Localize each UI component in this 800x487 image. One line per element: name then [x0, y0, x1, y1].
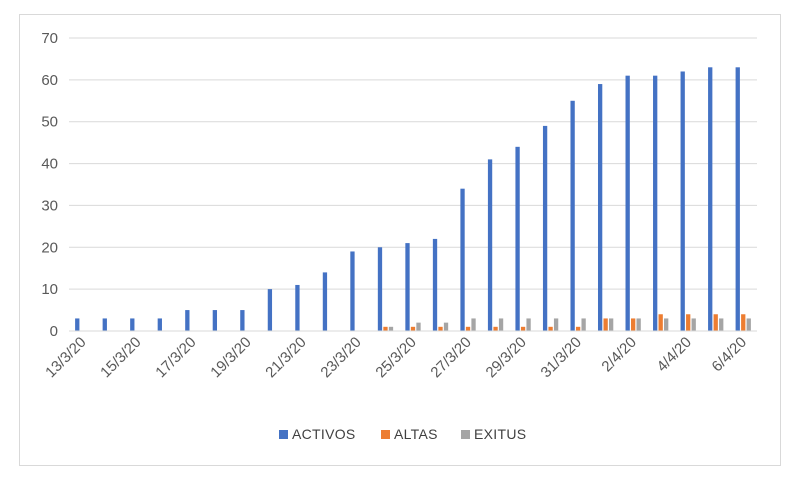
- bar-exitus: [526, 318, 531, 331]
- y-tick-label: 70: [41, 30, 58, 47]
- x-tick-label: 2/4/20: [598, 334, 640, 376]
- x-tick-label: 17/3/20: [152, 334, 199, 381]
- bar-altas: [410, 326, 416, 331]
- x-tick-label: 21/3/20: [262, 334, 309, 381]
- bar-activos: [515, 146, 520, 331]
- bar-altas: [631, 318, 636, 331]
- bars: [75, 67, 751, 332]
- bar-exitus: [691, 318, 696, 331]
- bar-exitus: [636, 318, 641, 331]
- y-tick-label: 10: [41, 281, 58, 298]
- bar-exitus: [443, 322, 449, 331]
- bar-chart: 0 10 20 30 40 50 60 70 13/3/20 15/3/20 17/3/20 19/…: [41, 30, 757, 442]
- bar-activos: [460, 188, 465, 331]
- bar-altas: [383, 326, 388, 331]
- bar-exitus: [498, 318, 504, 331]
- bar-activos: [350, 251, 355, 331]
- bar-activos: [75, 318, 80, 331]
- bar-activos: [185, 310, 190, 331]
- x-tick-label: 15/3/20: [97, 334, 144, 381]
- bar-exitus: [719, 318, 724, 331]
- x-tick-label: 29/3/20: [482, 334, 529, 381]
- bar-activos: [735, 67, 740, 332]
- bar-activos: [708, 67, 713, 332]
- bar-activos: [680, 71, 685, 331]
- bar-activos: [240, 310, 245, 331]
- bar-exitus: [746, 318, 751, 331]
- x-tick-label: 27/3/20: [427, 334, 474, 381]
- bar-activos: [597, 84, 603, 332]
- bar-altas: [493, 326, 498, 331]
- legend: ACTIVOS ALTAS EXITUS: [279, 426, 526, 442]
- bar-activos: [542, 125, 548, 332]
- bar-exitus: [608, 318, 614, 331]
- y-tick-label: 40: [41, 156, 58, 173]
- x-axis-ticks: 13/3/20 15/3/20 17/3/20 19/3/20 21/3/20 23/3/…: [42, 334, 750, 381]
- legend-swatch-altas: [381, 430, 390, 439]
- legend-label-activos: ACTIVOS: [292, 426, 356, 442]
- y-tick-label: 50: [41, 114, 58, 131]
- legend-swatch-activos: [279, 430, 288, 439]
- y-axis-ticks: 0 10 20 30 40 50 60 70: [41, 30, 58, 340]
- bar-altas: [603, 318, 608, 331]
- chart-frame: 0 10 20 30 40 50 60 70 13/3/20 15/3/20 17/3/20 19/…: [19, 14, 781, 466]
- bar-exitus: [581, 318, 586, 331]
- x-tick-label: 25/3/20: [372, 334, 419, 381]
- bar-activos: [322, 272, 328, 331]
- bar-activos: [653, 75, 658, 331]
- bar-altas: [575, 326, 581, 331]
- bar-altas: [465, 326, 471, 331]
- bar-activos: [432, 238, 438, 331]
- bar-exitus: [553, 318, 559, 331]
- bar-activos: [295, 284, 300, 331]
- bar-activos: [130, 318, 135, 331]
- bar-activos: [212, 310, 218, 331]
- gridlines: [69, 37, 757, 290]
- bar-exitus: [416, 322, 421, 331]
- bar-activos: [267, 289, 273, 331]
- x-tick-label: 6/4/20: [709, 334, 751, 376]
- bar-activos: [102, 318, 107, 331]
- bar-activos: [377, 247, 383, 331]
- y-tick-label: 0: [50, 323, 58, 340]
- x-tick-label: 19/3/20: [207, 334, 254, 381]
- bar-altas: [520, 326, 526, 331]
- bar-altas: [686, 314, 691, 331]
- y-tick-label: 60: [41, 72, 58, 89]
- y-tick-label: 20: [41, 239, 58, 256]
- bar-exitus: [664, 318, 669, 331]
- x-tick-label: 31/3/20: [538, 334, 585, 381]
- x-tick-label: 4/4/20: [654, 334, 696, 376]
- x-tick-label: 23/3/20: [317, 334, 364, 381]
- x-tick-label: 13/3/20: [42, 334, 89, 381]
- bar-altas: [713, 314, 718, 331]
- bar-altas: [658, 314, 663, 331]
- bar-activos: [405, 243, 410, 331]
- bar-altas: [741, 314, 746, 331]
- y-tick-label: 30: [41, 197, 58, 214]
- bar-activos: [487, 159, 493, 331]
- bar-exitus: [388, 326, 394, 331]
- bar-exitus: [471, 318, 476, 331]
- bar-altas: [438, 326, 443, 331]
- bar-altas: [548, 326, 553, 331]
- bar-activos: [625, 75, 630, 331]
- legend-swatch-exitus: [461, 430, 470, 439]
- legend-label-altas: ALTAS: [394, 426, 438, 442]
- bar-activos: [157, 318, 162, 331]
- legend-label-exitus: EXITUS: [474, 426, 526, 442]
- bar-activos: [570, 100, 575, 332]
